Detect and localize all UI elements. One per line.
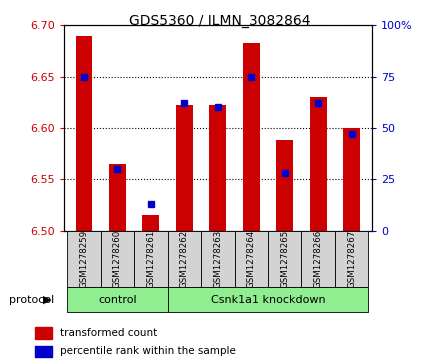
Text: control: control <box>98 295 137 305</box>
Bar <box>235 231 268 287</box>
Bar <box>35 346 52 357</box>
Bar <box>109 164 126 231</box>
Text: GSM1278267: GSM1278267 <box>347 229 356 288</box>
Bar <box>335 231 368 287</box>
Text: GSM1278266: GSM1278266 <box>314 229 323 288</box>
Bar <box>67 287 168 313</box>
Bar <box>168 287 368 313</box>
Text: GSM1278263: GSM1278263 <box>213 229 222 288</box>
Bar <box>268 231 301 287</box>
Bar <box>67 231 101 287</box>
Text: GSM1278261: GSM1278261 <box>147 229 155 288</box>
Bar <box>243 43 260 231</box>
Text: GSM1278259: GSM1278259 <box>79 229 88 288</box>
Bar <box>143 215 159 231</box>
Text: GSM1278262: GSM1278262 <box>180 229 189 288</box>
Text: ▶: ▶ <box>43 295 51 305</box>
Text: percentile rank within the sample: percentile rank within the sample <box>60 346 236 356</box>
Bar <box>101 231 134 287</box>
Text: protocol: protocol <box>9 295 54 305</box>
Text: GSM1278260: GSM1278260 <box>113 229 122 288</box>
Bar <box>76 36 92 231</box>
Bar <box>168 231 201 287</box>
Bar <box>134 231 168 287</box>
Bar <box>209 105 226 231</box>
Bar <box>301 231 335 287</box>
Bar <box>201 231 235 287</box>
Text: transformed count: transformed count <box>60 328 157 338</box>
Text: GDS5360 / ILMN_3082864: GDS5360 / ILMN_3082864 <box>129 14 311 28</box>
Text: Csnk1a1 knockdown: Csnk1a1 knockdown <box>211 295 325 305</box>
Bar <box>176 105 193 231</box>
Text: GSM1278264: GSM1278264 <box>247 229 256 288</box>
Bar <box>310 97 326 231</box>
Text: GSM1278265: GSM1278265 <box>280 229 289 288</box>
Bar <box>35 327 52 339</box>
Bar <box>276 140 293 231</box>
Bar <box>343 128 360 231</box>
